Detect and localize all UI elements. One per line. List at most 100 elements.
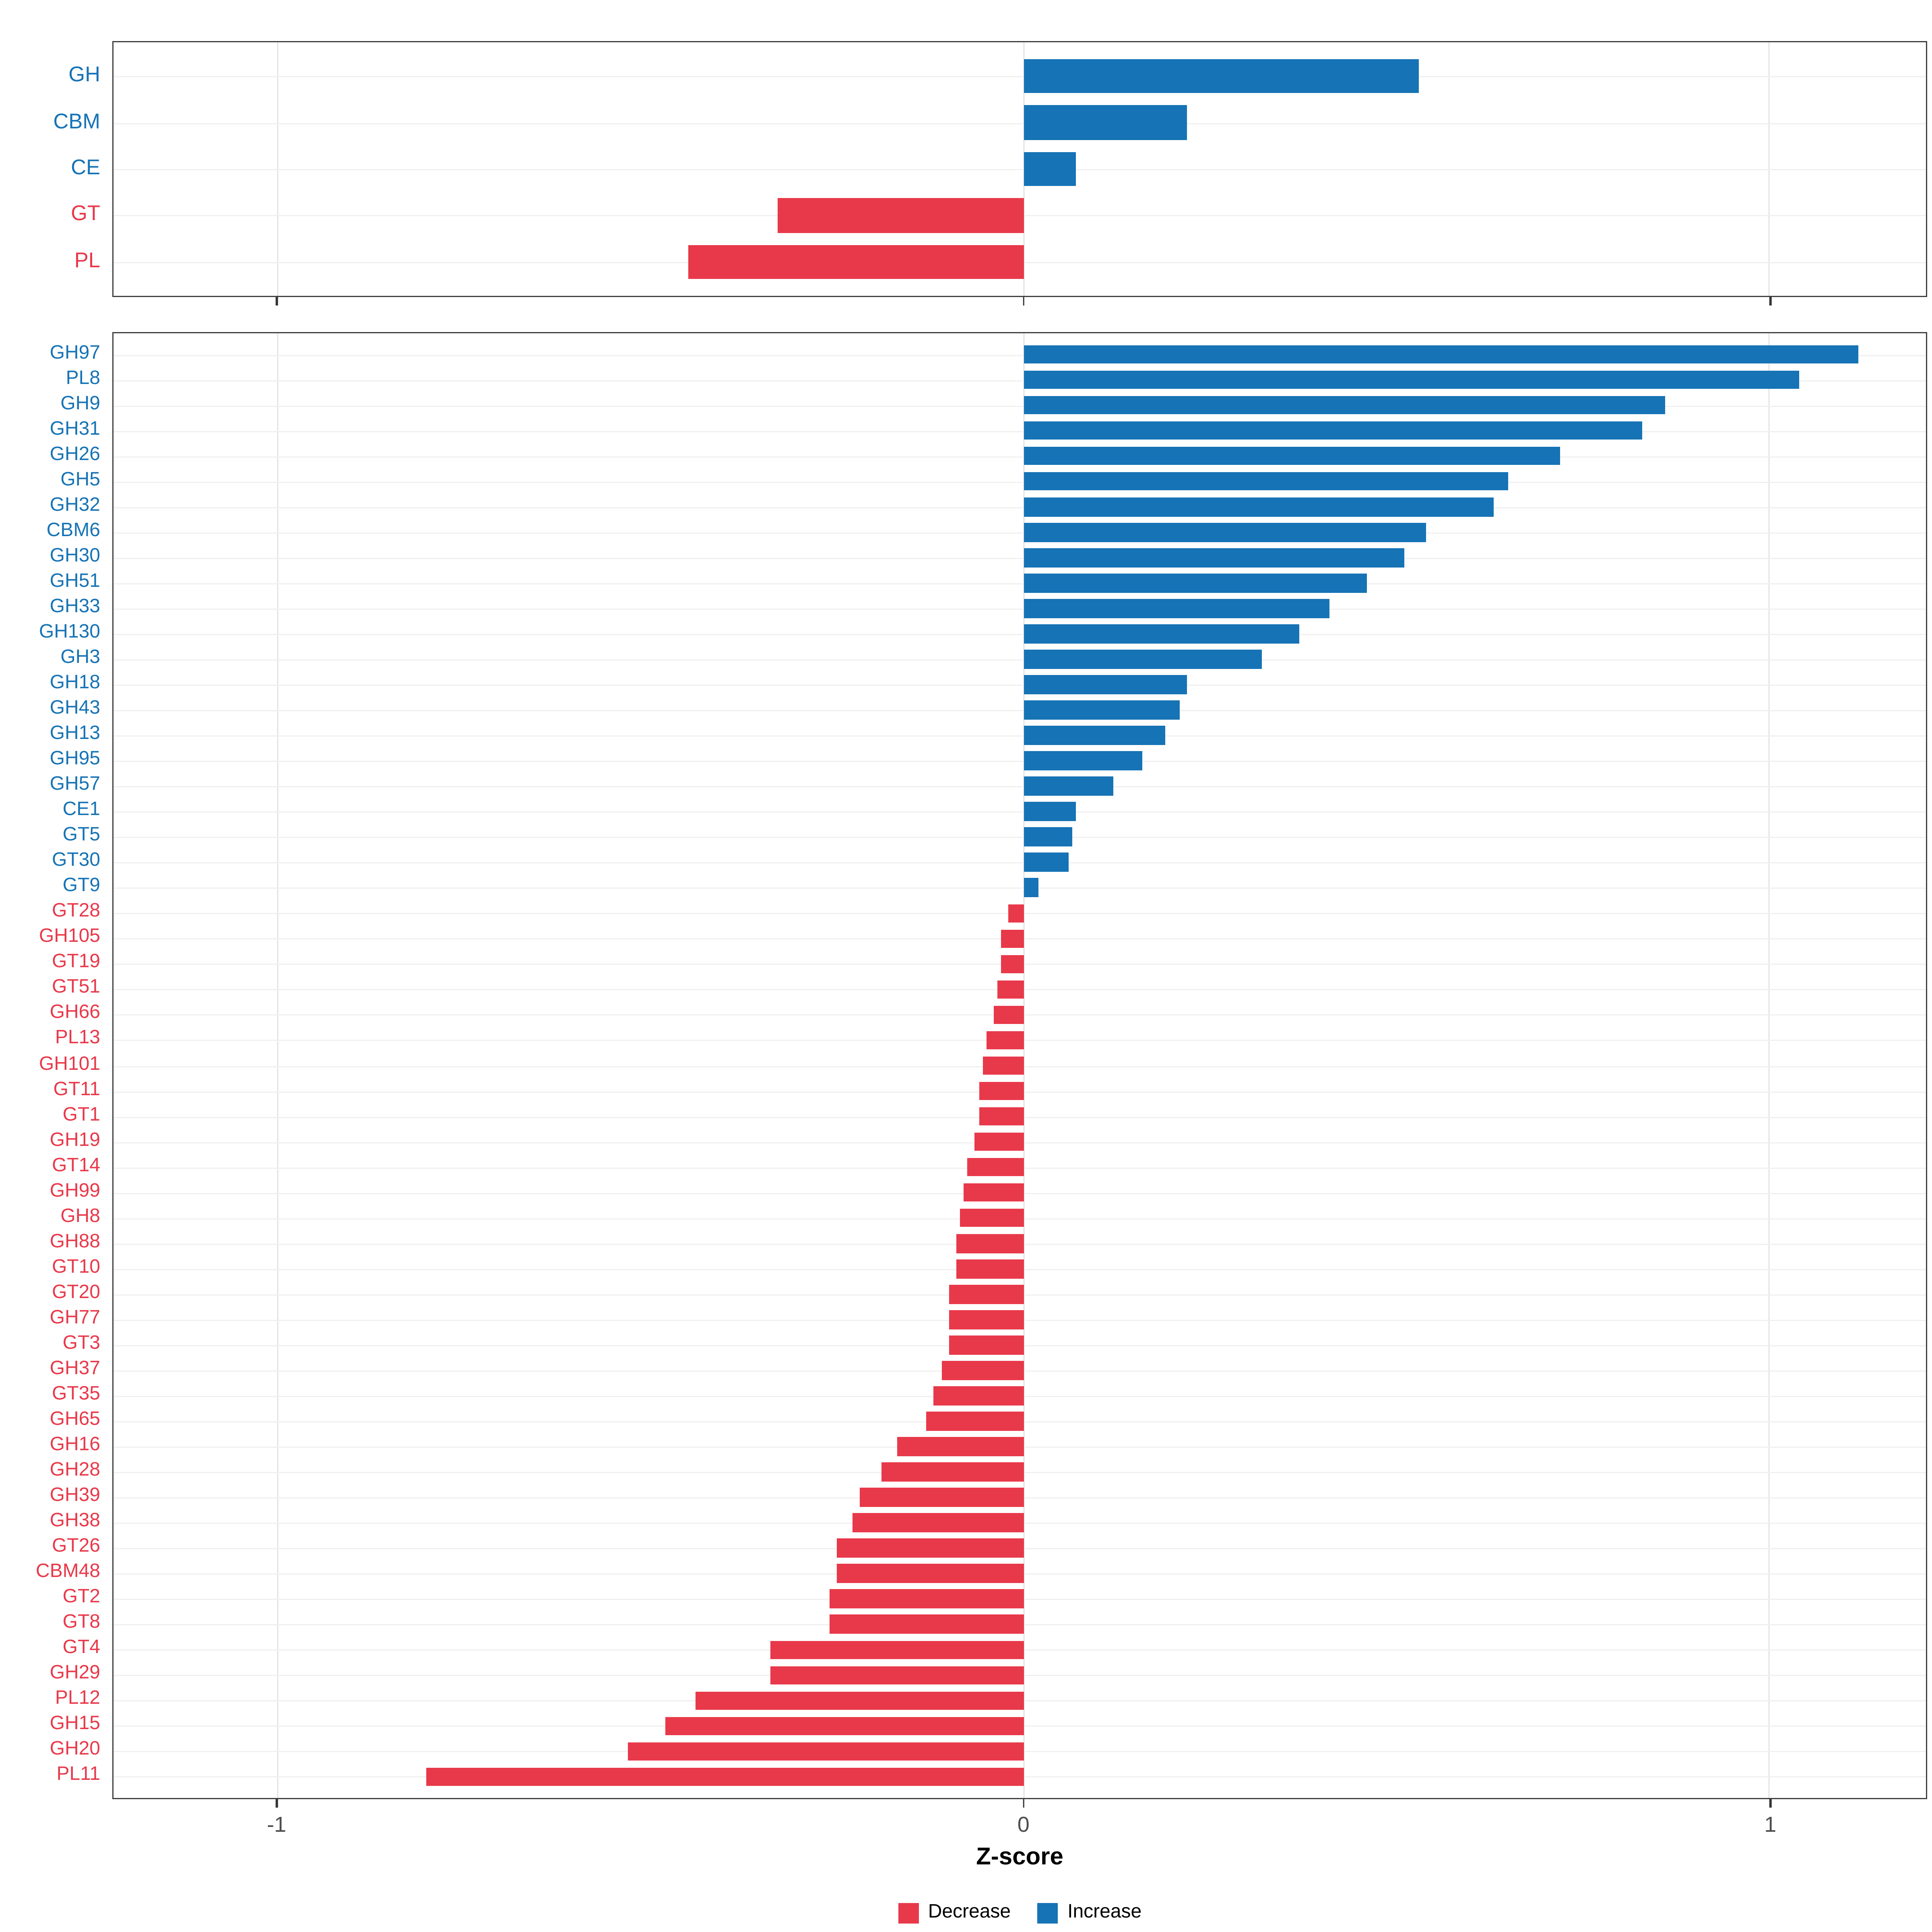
gridline-horizontal [114, 405, 1926, 407]
bar-CBM48 [837, 1564, 1024, 1583]
bar-GH105 [1001, 929, 1024, 948]
axis-tick [275, 297, 278, 305]
bar-GT35 [934, 1386, 1024, 1406]
category-label-GT14: GT14 [52, 1155, 100, 1176]
gridline-horizontal [114, 735, 1926, 737]
panel-families [112, 332, 1927, 1799]
category-label-GT11: GT11 [53, 1079, 100, 1100]
category-label-CBM: CBM [53, 108, 100, 133]
category-label-GH77: GH77 [50, 1307, 100, 1328]
bar-GT11 [978, 1082, 1024, 1100]
axis-labels-gutter [0, 1810, 112, 1839]
axis-ticks-families [112, 1799, 1927, 1810]
bar-GH5 [1023, 472, 1509, 491]
category-label-GH9: GH9 [60, 393, 100, 414]
legend-row: Decrease Increase [0, 1875, 1932, 1931]
category-label-GT19: GT19 [52, 952, 100, 973]
category-label-GH33: GH33 [50, 596, 100, 617]
panel-classes [112, 41, 1927, 297]
bar-GT26 [837, 1539, 1024, 1558]
category-label-GH130: GH130 [39, 621, 100, 642]
bar-GT5 [1023, 828, 1072, 846]
bar-GT14 [967, 1158, 1024, 1177]
gridline-horizontal [114, 380, 1926, 381]
category-label-GH26: GH26 [50, 444, 100, 464]
bar-PL [687, 244, 1024, 279]
category-label-GT20: GT20 [52, 1282, 100, 1303]
bar-GT30 [1023, 853, 1068, 872]
gridline-horizontal [114, 583, 1926, 584]
axis-tick-label-1: 1 [1764, 1812, 1777, 1837]
labels-classes: GH CBM CE GT PL [0, 41, 112, 297]
category-label-GH20: GH20 [50, 1739, 100, 1760]
gridline-horizontal [114, 557, 1926, 559]
bar-GT1 [978, 1107, 1024, 1126]
category-label-GH5: GH5 [60, 469, 100, 490]
legend-key-increase: Increase [1037, 1902, 1141, 1924]
axis-labels-row: -1 0 1 [0, 1810, 1932, 1839]
category-label-GH32: GH32 [50, 495, 100, 516]
families-axis-row [0, 1799, 1932, 1810]
bar-GT20 [949, 1285, 1024, 1304]
axis-title-area: Z-score [112, 1839, 1927, 1875]
gridline-horizontal [114, 761, 1926, 762]
bar-GH57 [1023, 776, 1113, 796]
legend: Decrease Increase [112, 1875, 1927, 1931]
category-label-GH13: GH13 [50, 723, 100, 744]
bar-GT51 [997, 980, 1024, 999]
axis-tick-label--1: -1 [267, 1812, 287, 1837]
axis-title-gutter [0, 1839, 112, 1875]
legend-gutter [0, 1875, 112, 1931]
category-label-GH39: GH39 [50, 1485, 100, 1506]
category-label-GH99: GH99 [50, 1181, 100, 1201]
axis-title-row: Z-score [0, 1839, 1932, 1875]
gridline-horizontal [114, 837, 1926, 838]
bar-CBM6 [1023, 522, 1426, 542]
bar-GH16 [896, 1437, 1024, 1456]
axis-tick [1022, 297, 1024, 305]
bar-GH39 [859, 1488, 1024, 1507]
category-label-GT35: GT35 [52, 1383, 100, 1404]
bar-GT4 [770, 1640, 1024, 1660]
bar-CBM [1023, 105, 1188, 140]
axis-tick [275, 1799, 278, 1808]
bar-GT3 [949, 1335, 1024, 1354]
category-label-GH15: GH15 [50, 1714, 100, 1735]
category-label-PL8: PL8 [66, 367, 100, 388]
bar-GH66 [993, 1005, 1024, 1024]
category-label-GT5: GT5 [62, 825, 100, 846]
gridline-horizontal [114, 659, 1926, 661]
category-label-GH16: GH16 [50, 1435, 100, 1455]
bar-GH26 [1023, 446, 1560, 466]
bar-GH19 [975, 1132, 1024, 1152]
category-label-GH97: GH97 [50, 342, 100, 363]
category-label-GT1: GT1 [62, 1104, 100, 1125]
bar-GH32 [1023, 497, 1494, 516]
category-label-GT26: GT26 [52, 1536, 100, 1557]
bar-GT2 [829, 1589, 1024, 1609]
bar-GH31 [1023, 421, 1643, 440]
axis-ticks-classes [112, 297, 1927, 308]
gridline-horizontal [114, 169, 1926, 170]
bar-GH38 [852, 1513, 1024, 1532]
bar-GH9 [1023, 396, 1665, 415]
bar-GT [777, 198, 1024, 233]
gridline-horizontal [114, 532, 1926, 534]
bar-GH8 [960, 1208, 1024, 1228]
bar-CE1 [1023, 802, 1076, 821]
category-label-CBM6: CBM6 [46, 520, 100, 541]
category-label-PL12: PL12 [55, 1688, 100, 1709]
legend-swatch-decrease [898, 1902, 919, 1923]
gridline-horizontal [114, 634, 1926, 635]
category-label-GH37: GH37 [50, 1358, 100, 1379]
gridline-horizontal [114, 430, 1926, 432]
category-label-GH8: GH8 [60, 1206, 100, 1227]
bar-GH95 [1023, 751, 1143, 770]
classes-panel-row: GH CBM CE GT PL [0, 41, 1932, 297]
bar-PL8 [1023, 370, 1799, 389]
families-axis-gutter [0, 1799, 112, 1810]
bar-GH130 [1023, 624, 1300, 644]
category-label-GH51: GH51 [50, 571, 100, 592]
axis-tick [1769, 1799, 1771, 1808]
bar-GH37 [941, 1361, 1024, 1380]
